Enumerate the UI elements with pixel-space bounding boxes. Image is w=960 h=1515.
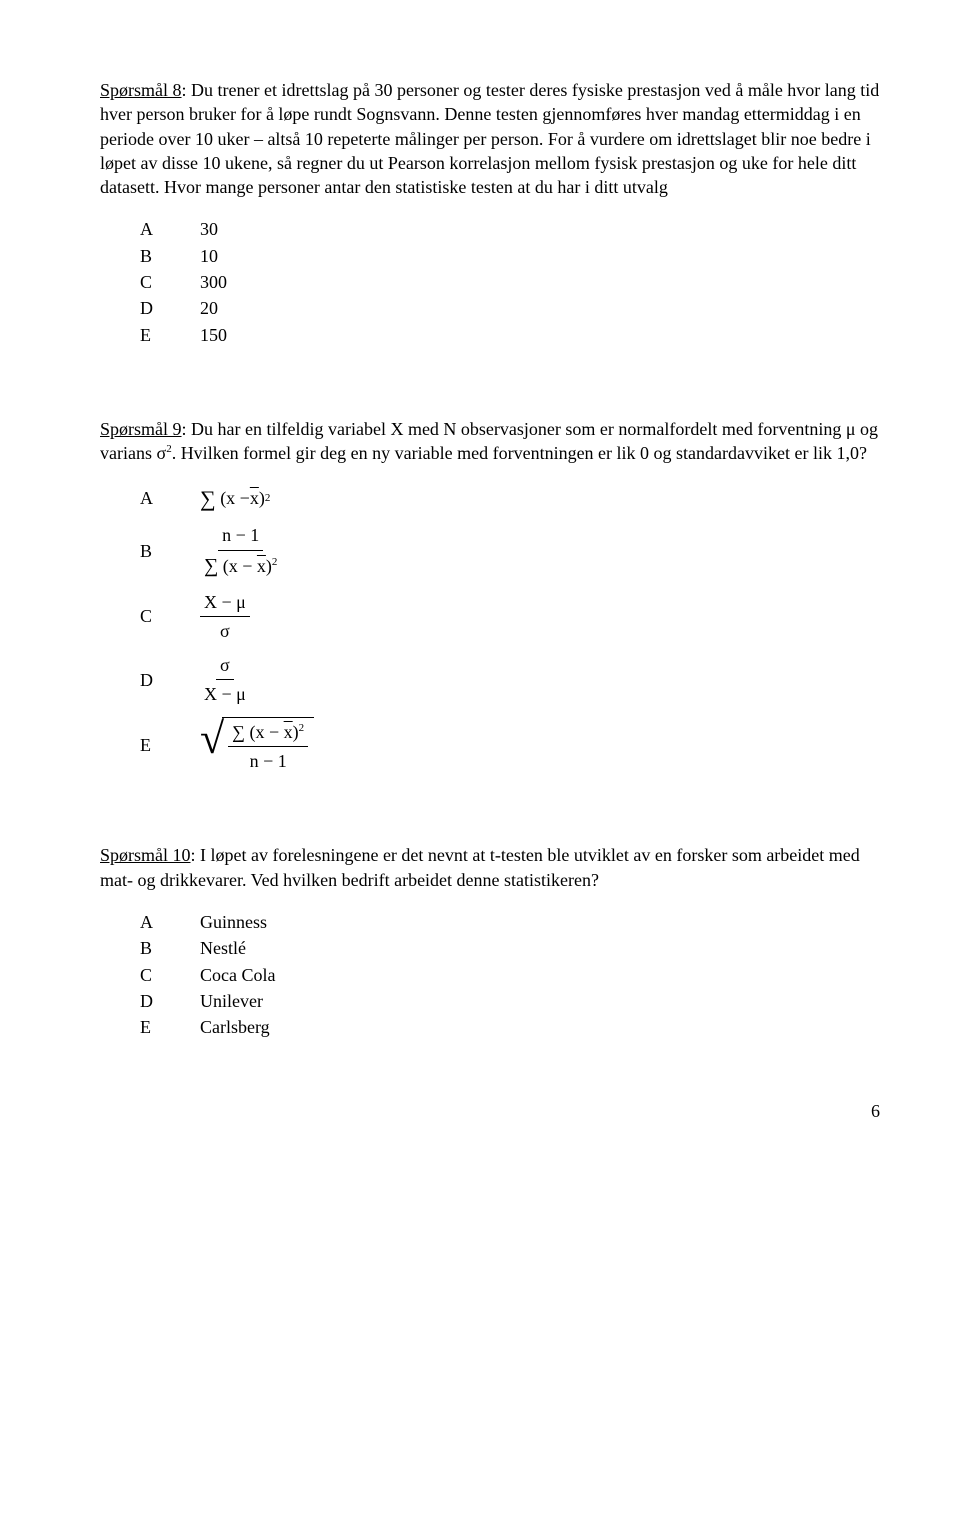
option-row: D Unilever [140, 989, 880, 1013]
option-letter: A [140, 486, 200, 510]
option-value: 10 [200, 244, 218, 268]
option-value: 150 [200, 323, 227, 347]
option-letter: C [140, 604, 200, 628]
option-value: 300 [200, 270, 227, 294]
question-8-label: Spørsmål 8 [100, 80, 182, 100]
formula-row-c: C X − μ σ [140, 590, 880, 644]
option-letter: B [140, 936, 200, 960]
question-9: Spørsmål 9: Du har en tilfeldig variabel… [100, 417, 880, 773]
formula-row-a: A ∑ (x − x)2 [140, 484, 880, 514]
question-10-options: A Guinness B Nestlé C Coca Cola D Unilev… [100, 910, 880, 1039]
question-9-body-part2: . Hvilken formel gir deg en ny variable … [172, 443, 867, 463]
option-letter: E [140, 733, 200, 757]
option-value: 20 [200, 296, 218, 320]
option-letter: A [140, 217, 200, 241]
option-value: Unilever [200, 989, 263, 1013]
option-letter: A [140, 910, 200, 934]
option-letter: C [140, 270, 200, 294]
question-8-options: A 30 B 10 C 300 D 20 E 150 [100, 217, 880, 346]
formula-b: n − 1 ∑ (x − x)2 [200, 523, 281, 579]
option-row: D 20 [140, 296, 880, 320]
option-letter: B [140, 539, 200, 563]
formula-row-b: B n − 1 ∑ (x − x)2 [140, 523, 880, 579]
option-letter: B [140, 244, 200, 268]
option-row: A 30 [140, 217, 880, 241]
option-row: E 150 [140, 323, 880, 347]
option-value: Nestlé [200, 936, 246, 960]
question-8: Spørsmål 8: Du trener et idrettslag på 3… [100, 78, 880, 347]
question-9-text: Spørsmål 9: Du har en tilfeldig variabel… [100, 417, 880, 466]
option-letter: D [140, 989, 200, 1013]
option-letter: D [140, 668, 200, 692]
option-row: A Guinness [140, 910, 880, 934]
option-letter: D [140, 296, 200, 320]
option-value: Guinness [200, 910, 267, 934]
question-10-label: Spørsmål 10 [100, 845, 191, 865]
option-letter: E [140, 1015, 200, 1039]
option-letter: C [140, 963, 200, 987]
question-8-body: : Du trener et idrettslag på 30 personer… [100, 80, 879, 197]
option-row: C 300 [140, 270, 880, 294]
option-letter: E [140, 323, 200, 347]
question-10-text: Spørsmål 10: I løpet av forelesningene e… [100, 843, 880, 892]
question-10: Spørsmål 10: I løpet av forelesningene e… [100, 843, 880, 1039]
option-row: E Carlsberg [140, 1015, 880, 1039]
option-row: C Coca Cola [140, 963, 880, 987]
option-row: B Nestlé [140, 936, 880, 960]
page-number: 6 [100, 1099, 880, 1123]
formula-c: X − μ σ [200, 590, 250, 644]
formula-a: ∑ (x − x)2 [200, 484, 270, 514]
option-row: B 10 [140, 244, 880, 268]
formula-d: σ X − μ [200, 653, 250, 707]
question-9-label: Spørsmål 9 [100, 419, 182, 439]
question-10-body: : I løpet av forelesningene er det nevnt… [100, 845, 860, 889]
option-value: Coca Cola [200, 963, 275, 987]
question-8-text: Spørsmål 8: Du trener et idrettslag på 3… [100, 78, 880, 199]
option-value: Carlsberg [200, 1015, 270, 1039]
formula-e: √ ∑ (x − x)2 n − 1 [200, 717, 314, 774]
option-value: 30 [200, 217, 218, 241]
formula-row-d: D σ X − μ [140, 653, 880, 707]
formula-row-e: E √ ∑ (x − x)2 n − 1 [140, 717, 880, 774]
